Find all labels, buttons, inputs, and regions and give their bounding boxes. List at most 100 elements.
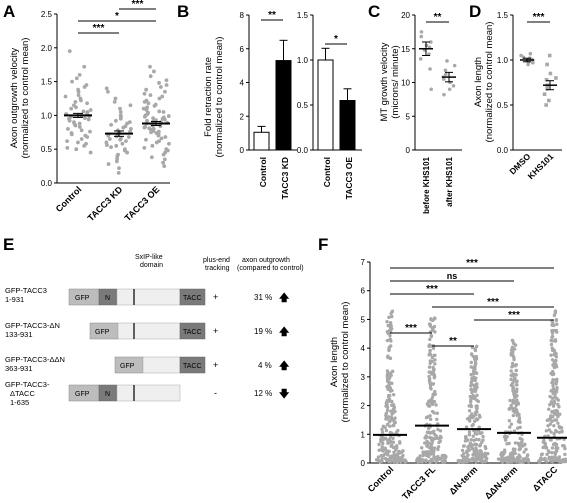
data-point bbox=[551, 378, 555, 382]
data-point bbox=[386, 354, 390, 358]
data-point bbox=[553, 418, 557, 422]
data-point bbox=[383, 452, 387, 456]
data-point bbox=[159, 136, 164, 141]
data-point bbox=[67, 118, 72, 123]
data-point bbox=[547, 98, 551, 103]
data-point bbox=[115, 156, 120, 161]
tracking-value: + bbox=[213, 360, 218, 370]
data-point bbox=[550, 419, 554, 423]
data-point bbox=[471, 369, 476, 373]
data-point bbox=[380, 430, 385, 434]
data-point bbox=[469, 372, 473, 377]
data-point bbox=[549, 389, 553, 393]
data-point bbox=[417, 459, 421, 464]
data-point bbox=[563, 452, 567, 457]
data-point bbox=[545, 62, 549, 67]
x-tick-label: after KHS101 bbox=[445, 156, 454, 206]
outgrowth-percent: 19 % bbox=[254, 327, 272, 336]
data-point bbox=[385, 422, 390, 427]
data-point bbox=[391, 436, 395, 441]
data-point bbox=[513, 394, 518, 399]
tacc-label: TACC bbox=[183, 329, 202, 336]
data-point bbox=[424, 452, 428, 456]
central-domain bbox=[116, 288, 181, 306]
data-point bbox=[473, 411, 478, 415]
data-point bbox=[380, 427, 384, 432]
data-point bbox=[504, 435, 508, 440]
x-tick-label: TACC3 KD bbox=[280, 157, 290, 199]
data-point bbox=[553, 338, 558, 342]
data-point bbox=[496, 457, 501, 461]
data-point bbox=[385, 338, 390, 343]
data-point bbox=[543, 441, 547, 446]
data-point bbox=[522, 443, 526, 447]
data-point bbox=[471, 434, 475, 438]
data-point bbox=[125, 150, 130, 155]
data-point bbox=[429, 387, 433, 391]
data-point bbox=[150, 143, 155, 148]
data-point bbox=[549, 342, 554, 347]
data-point bbox=[432, 374, 437, 378]
data-point bbox=[479, 455, 484, 459]
y-tick-label: 0 bbox=[406, 146, 411, 155]
data-point bbox=[473, 378, 477, 383]
outgrowth-percent: 12 % bbox=[254, 389, 272, 398]
data-point bbox=[391, 440, 396, 444]
data-point bbox=[554, 355, 559, 359]
data-point bbox=[388, 325, 393, 330]
data-point bbox=[463, 436, 468, 440]
data-point bbox=[384, 428, 389, 433]
panel-c-chart: 0 5 10 15 20 MT growth velocity (microns/ minu… bbox=[379, 11, 462, 214]
data-point bbox=[419, 34, 424, 39]
data-point bbox=[508, 398, 512, 403]
y-axis-label: Fold retraction rate bbox=[203, 57, 214, 137]
data-point bbox=[465, 417, 470, 421]
data-point bbox=[79, 128, 84, 133]
data-point bbox=[157, 109, 162, 114]
data-point bbox=[539, 456, 543, 460]
data-point bbox=[428, 352, 433, 357]
data-point bbox=[522, 450, 526, 454]
down-arrow-icon: 🡇 bbox=[279, 388, 290, 400]
data-point bbox=[427, 322, 432, 326]
tacc-label: TACC bbox=[183, 363, 202, 370]
data-point bbox=[459, 458, 463, 463]
data-point bbox=[424, 459, 429, 463]
data-point bbox=[162, 157, 167, 162]
construct-bar: GFP TACC bbox=[114, 356, 206, 374]
data-point bbox=[389, 371, 393, 375]
up-arrow-icon: 🡅 bbox=[279, 360, 290, 372]
data-point bbox=[467, 409, 472, 413]
significance-label: ** bbox=[434, 12, 442, 23]
data-point bbox=[387, 449, 391, 454]
data-point bbox=[163, 89, 167, 94]
data-point bbox=[469, 382, 474, 387]
data-point bbox=[554, 351, 558, 356]
data-point bbox=[518, 447, 522, 451]
x-tick-label: TACC3 OE bbox=[123, 184, 162, 223]
data-point bbox=[388, 375, 392, 379]
data-point bbox=[142, 145, 147, 150]
data-point bbox=[469, 387, 473, 392]
data-point bbox=[524, 447, 528, 452]
data-point bbox=[151, 116, 155, 121]
data-point bbox=[385, 405, 390, 410]
data-point bbox=[425, 430, 430, 434]
data-point bbox=[69, 132, 74, 137]
data-point bbox=[480, 440, 484, 444]
data-point bbox=[436, 445, 441, 449]
data-point bbox=[113, 118, 118, 123]
data-point bbox=[426, 426, 431, 431]
data-point bbox=[65, 139, 69, 143]
data-point bbox=[377, 442, 381, 447]
data-point bbox=[509, 422, 514, 426]
data-point bbox=[483, 451, 488, 455]
data-point bbox=[553, 450, 558, 455]
data-point bbox=[507, 407, 511, 411]
data-point bbox=[161, 110, 166, 114]
n-label: N bbox=[105, 295, 110, 302]
x-tick-label: ΔΔN-term bbox=[483, 464, 520, 501]
data-point bbox=[385, 319, 389, 324]
data-point bbox=[485, 456, 489, 461]
data-point bbox=[560, 429, 564, 433]
